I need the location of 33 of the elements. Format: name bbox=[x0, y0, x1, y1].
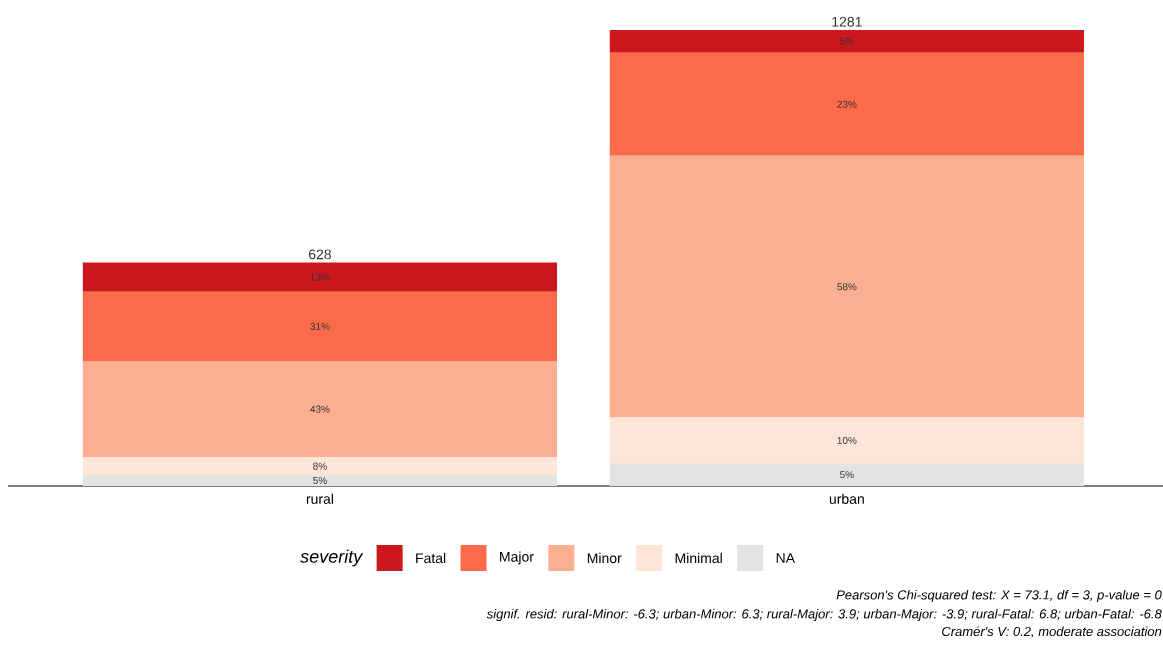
annotation: 628 bbox=[308, 249, 331, 260]
bar bbox=[82, 262, 558, 292]
legend-title: severity bbox=[300, 549, 364, 567]
annotation: 5% bbox=[840, 37, 854, 45]
bar bbox=[82, 361, 558, 458]
bar bbox=[82, 475, 558, 486]
legend-label: Minor bbox=[587, 552, 622, 564]
annotation: 23% bbox=[837, 100, 857, 108]
x-tick-label: urban bbox=[829, 493, 864, 504]
annotation: 13% bbox=[310, 273, 330, 281]
annotation: 58% bbox=[837, 283, 857, 291]
bar bbox=[609, 155, 1084, 418]
bar bbox=[82, 457, 558, 476]
bar bbox=[609, 29, 1084, 53]
legend-label: Fatal bbox=[416, 552, 446, 564]
text: signif. resid: rural-Minor: -6.3; urban-Minor: 6.3; rural-Major: 3.9; urban-Major: -3.9; rural-Fatal: 6.8; urban-Fatal: -6.8 bbox=[486, 608, 1162, 622]
text: Pearson's Chi-squared test: X = 73.1, df = 3, p-value = 0 bbox=[836, 589, 1162, 603]
legend-label: Minimal bbox=[675, 552, 722, 564]
annotation: 31% bbox=[310, 322, 330, 330]
x-tick-label: rural bbox=[306, 493, 333, 504]
bar bbox=[609, 52, 1084, 156]
annotation: 10% bbox=[837, 436, 857, 444]
annotation: 5% bbox=[840, 471, 854, 479]
legend-label: Major bbox=[500, 551, 534, 565]
bar bbox=[82, 291, 558, 362]
text: Cramér's V: 0.2, moderate association bbox=[942, 626, 1162, 638]
annotation: 43% bbox=[310, 405, 330, 413]
text: 1281 bbox=[832, 16, 862, 27]
legend-label: NA bbox=[776, 553, 795, 563]
annotation: 5% bbox=[313, 477, 327, 485]
bar bbox=[609, 417, 1084, 464]
bar bbox=[609, 463, 1084, 486]
annotation: 8% bbox=[313, 462, 327, 470]
